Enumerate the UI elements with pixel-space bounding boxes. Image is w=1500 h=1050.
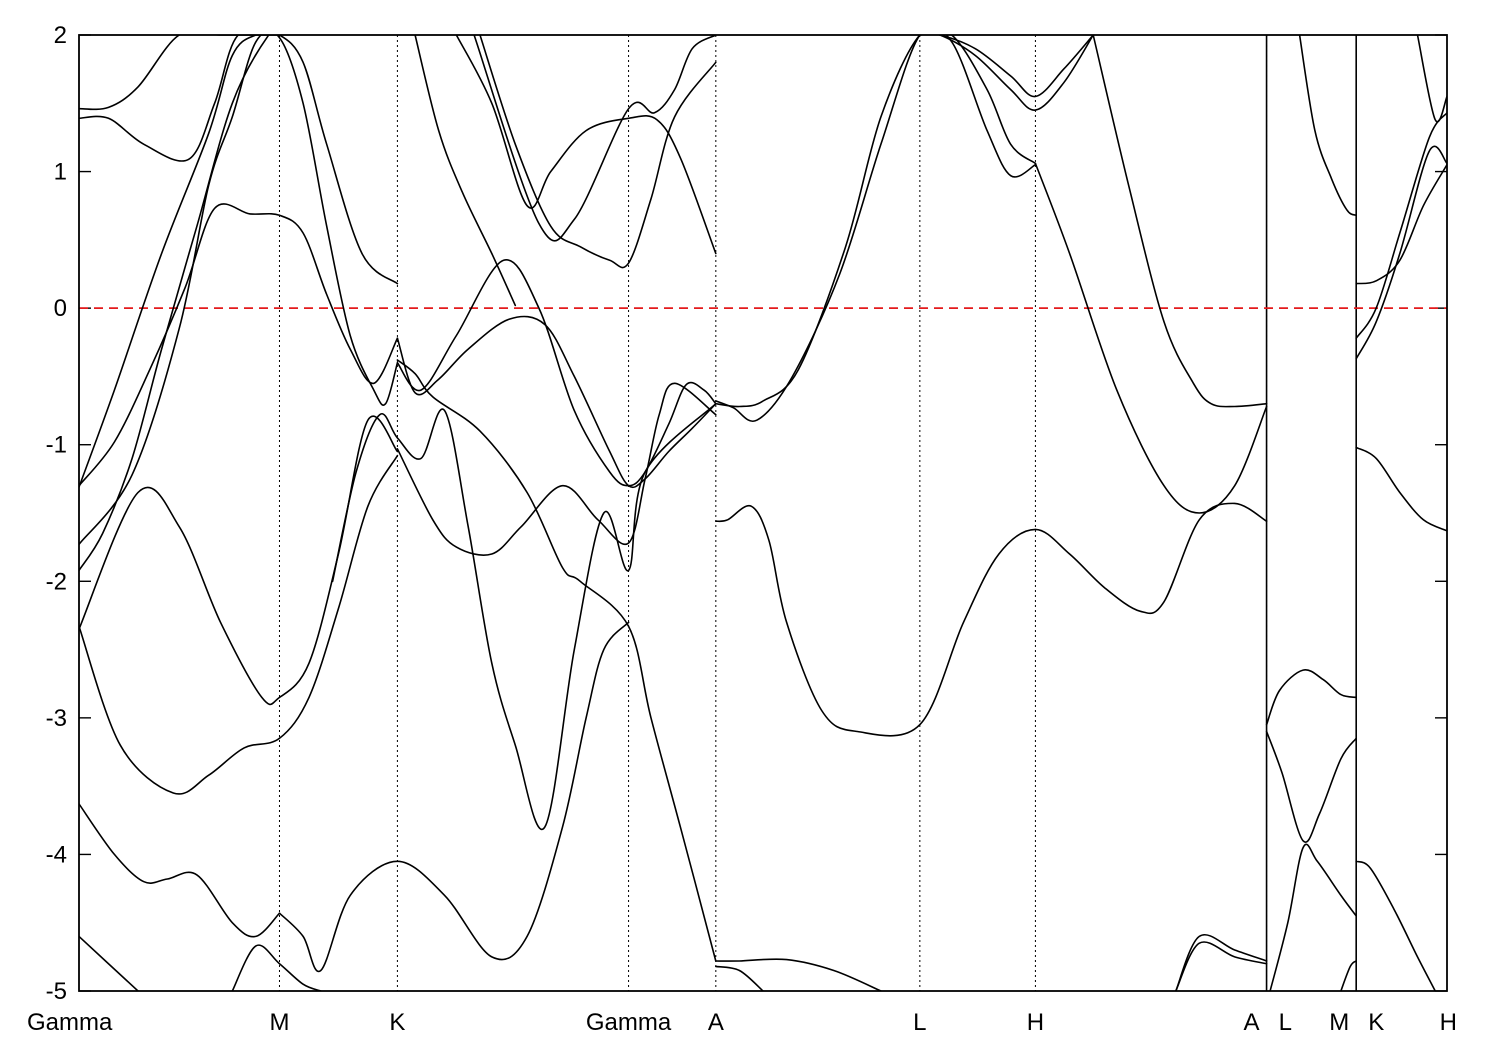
y-tick-label: 0 <box>54 295 67 322</box>
band-curve <box>79 35 281 572</box>
plot-frame <box>78 34 1448 992</box>
band-curve <box>79 935 139 991</box>
y-tick-label: 1 <box>54 159 67 186</box>
y-tick-label: -1 <box>46 432 67 459</box>
band-curve <box>919 35 1094 98</box>
band-curve <box>715 35 1037 423</box>
x-axis: Gamma M K Gamma A L H A L M K H <box>27 1009 1457 1036</box>
band-curve <box>331 402 717 831</box>
band-curve <box>1265 668 1357 726</box>
kpoint-label: A <box>1244 1009 1260 1036</box>
band-curve <box>1355 145 1447 360</box>
band-curve <box>79 35 281 111</box>
band-curve <box>715 965 764 991</box>
y-tick-label: -5 <box>46 978 67 1005</box>
kpoint-label: L <box>913 1009 926 1036</box>
kpoint-label: L <box>1279 1009 1292 1036</box>
kpoint-label: H <box>1027 1009 1044 1036</box>
band-curve <box>1355 446 1447 532</box>
band-curve <box>79 803 281 938</box>
y-tick-label: -2 <box>46 568 67 595</box>
band-curves <box>79 35 1447 991</box>
band-curve <box>396 382 717 556</box>
band-curve <box>1416 35 1447 123</box>
band-curve <box>414 35 517 307</box>
y-tick-label: 2 <box>54 22 67 49</box>
band-curve <box>1265 730 1357 843</box>
band-curve <box>1269 843 1357 991</box>
band-curve <box>396 259 717 487</box>
kpoint-label: Gamma <box>586 1009 672 1036</box>
kpoint-label: H <box>1440 1009 1457 1036</box>
band-curve <box>79 203 399 487</box>
band-curve <box>715 35 1037 408</box>
band-curve <box>715 502 1268 737</box>
kpoint-label: M <box>269 1009 289 1036</box>
band-curve <box>278 621 630 973</box>
band-curve <box>396 359 717 962</box>
band-curve <box>79 35 399 546</box>
kpoint-label: Gamma <box>27 1009 113 1036</box>
band-curve <box>715 958 882 991</box>
kpoint-label: K <box>1368 1009 1384 1036</box>
band-curve <box>479 35 717 269</box>
band-curve <box>396 315 717 489</box>
band-curve <box>79 415 399 706</box>
band-curve <box>231 944 322 991</box>
band-curve <box>1355 163 1447 285</box>
band-curve <box>1175 934 1268 991</box>
band-curve <box>1175 941 1268 991</box>
y-axis: -5 -4 -3 -2 -1 0 1 2 <box>46 22 1447 1005</box>
band-curve <box>79 35 281 162</box>
kpoint-label: K <box>389 1009 405 1036</box>
band-curve <box>473 35 717 242</box>
band-curve <box>79 35 399 488</box>
kpoint-lines <box>278 35 1357 991</box>
band-curve <box>1355 860 1436 991</box>
kpoint-label: M <box>1329 1009 1349 1036</box>
band-curve <box>919 35 1094 111</box>
band-curve <box>79 454 399 795</box>
y-tick-label: -3 <box>46 705 67 732</box>
band-curve <box>1092 35 1268 408</box>
band-curve <box>1340 960 1357 991</box>
band-curve <box>1298 35 1357 217</box>
band-curve <box>1034 162 1268 514</box>
band-curve <box>455 35 717 255</box>
band-curve <box>1355 112 1447 339</box>
y-tick-label: -4 <box>46 841 67 868</box>
kpoint-label: A <box>708 1009 724 1036</box>
